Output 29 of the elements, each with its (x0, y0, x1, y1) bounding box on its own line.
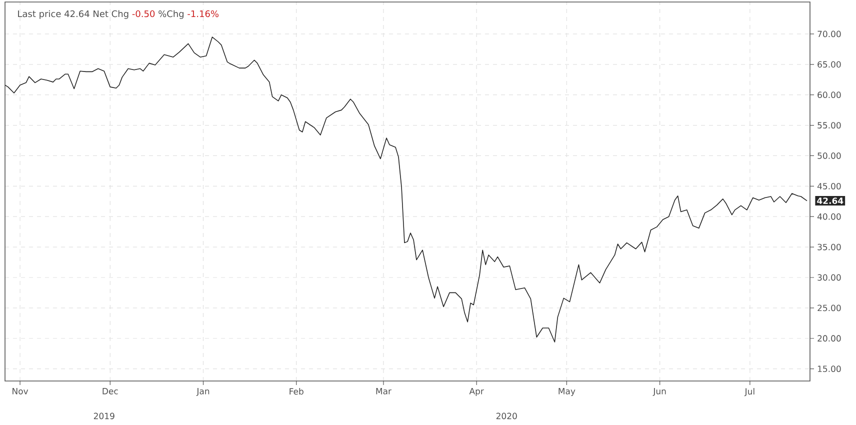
text: 42.64 (817, 198, 844, 204)
x-tick-label: Mar (376, 388, 392, 394)
y-tick-label: 30.00 (818, 274, 841, 281)
line-series (5, 36, 808, 342)
y-tick-label: 35.00 (818, 244, 841, 250)
x-tick-label: Apr (469, 388, 484, 396)
annotation: Last price 42.64 Net Chg (18, 10, 128, 19)
x-tick-label: Jun (652, 388, 666, 396)
y-tick-label: 40.00 (817, 213, 841, 220)
y-tick-label: 55.00 (818, 122, 841, 129)
x-tick-label: Jan (196, 388, 210, 396)
text: 2020 (496, 412, 517, 420)
y-tick-label: 45.00 (817, 182, 841, 190)
y-tick-label: 65.00 (818, 61, 841, 68)
x-tick-label: Feb (290, 388, 304, 395)
y-tick-label: 50.00 (818, 152, 841, 159)
x-tick-label: Nov (12, 388, 28, 394)
annotation: -1.16% (188, 10, 219, 18)
x-tick-label: Dec (102, 388, 118, 394)
text: 2019 (94, 412, 114, 420)
x-tick-label: Jul (744, 388, 754, 396)
annotation: -0.50 (132, 10, 155, 18)
annotation: %Chg (158, 10, 184, 19)
x-tick-label: May (558, 388, 576, 396)
y-tick-label: 70.00 (818, 30, 841, 38)
y-tick-label: 25.00 (818, 304, 841, 312)
y-tick-label: 15.00 (818, 366, 841, 372)
y-tick-label: 20.00 (818, 335, 841, 342)
y-tick-label: 60.00 (818, 92, 841, 98)
